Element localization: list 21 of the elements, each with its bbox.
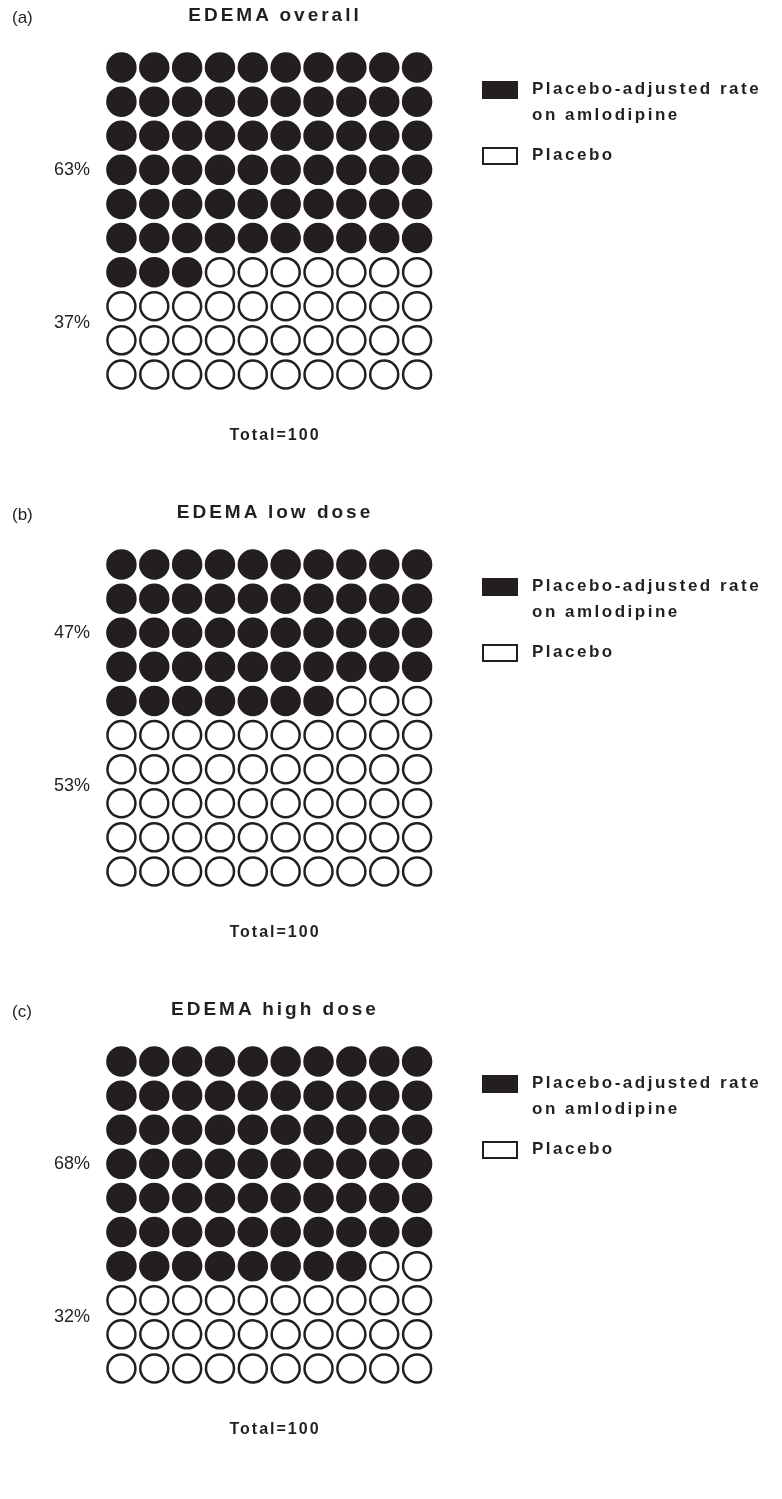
category-label: Placebo — [532, 144, 616, 166]
category-label: Placebo-adjusted rate on amlodipine — [532, 575, 763, 623]
text: (c) — [12, 1002, 32, 1022]
data-label: 63% — [53, 158, 91, 179]
text: Total=100 — [228, 1420, 322, 1438]
text: (b) — [12, 505, 33, 525]
category-label: Placebo-adjusted rate on amlodipine — [532, 78, 763, 126]
text: EDEMA high dose — [170, 998, 380, 1020]
category-label: Placebo — [532, 1138, 616, 1160]
data-label: 32% — [53, 1306, 91, 1327]
text: (a) — [12, 8, 33, 28]
text: Total=100 — [228, 923, 322, 941]
category-label: Placebo — [532, 641, 616, 663]
data-label: 53% — [53, 775, 91, 796]
text: Total=100 — [228, 426, 322, 444]
text: EDEMA low dose — [175, 501, 375, 523]
text: EDEMA overall — [187, 4, 363, 26]
category-label: Placebo-adjusted rate on amlodipine — [532, 1072, 763, 1120]
data-label: 37% — [53, 312, 91, 333]
data-label: 47% — [53, 621, 91, 642]
data-label: 68% — [53, 1152, 91, 1173]
